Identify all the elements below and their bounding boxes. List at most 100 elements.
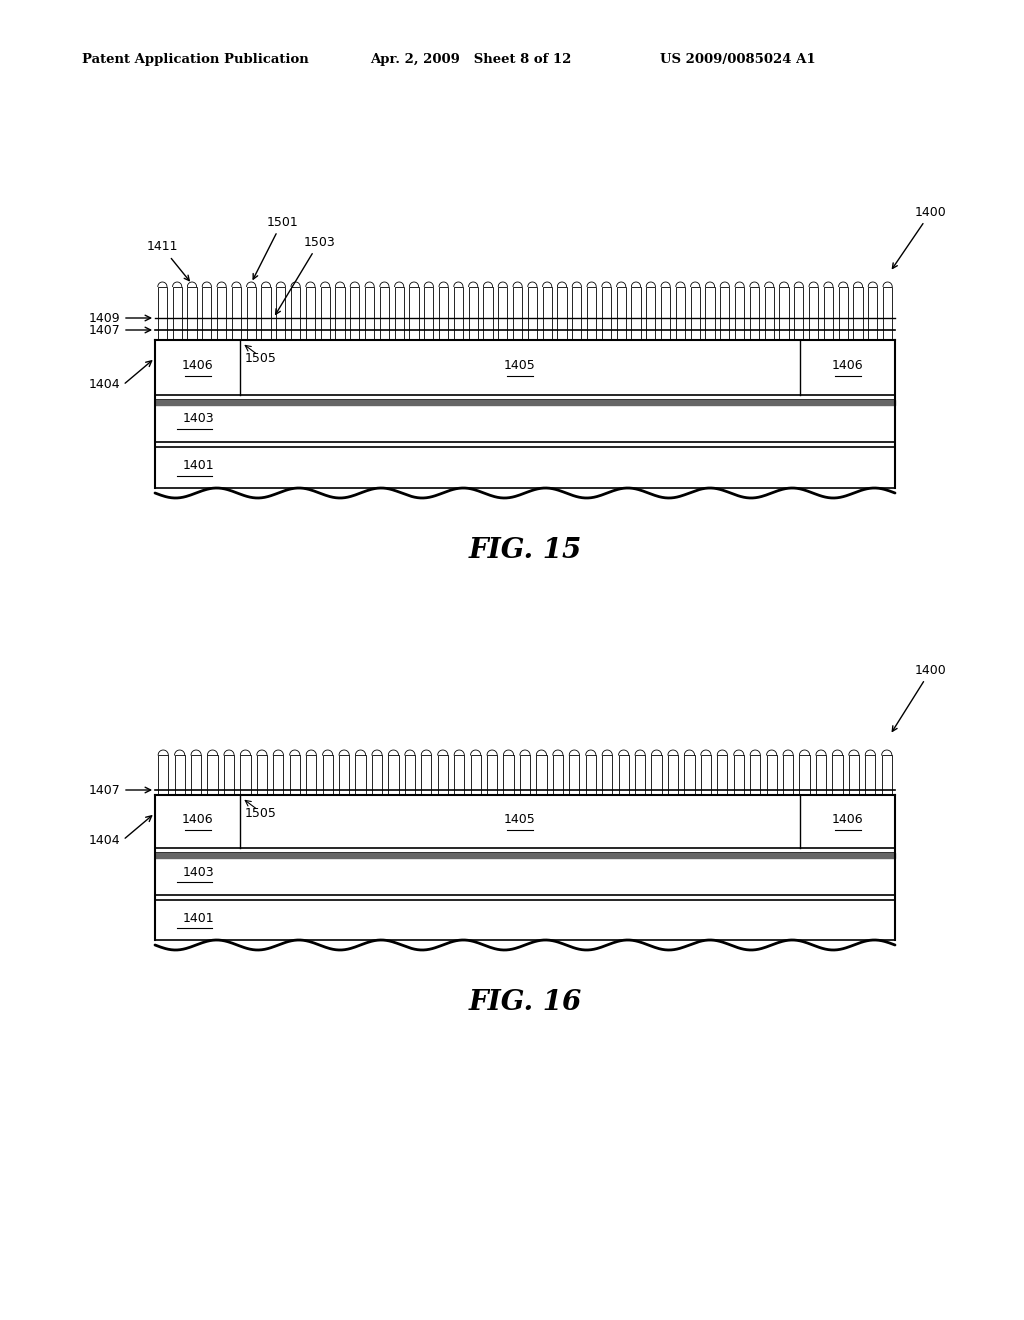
Text: 1401: 1401 [183, 459, 215, 473]
Text: 1405: 1405 [504, 813, 536, 826]
Polygon shape [394, 286, 403, 341]
Polygon shape [323, 755, 333, 795]
Polygon shape [690, 286, 699, 341]
Text: 1401: 1401 [183, 912, 215, 924]
Bar [155, 341, 895, 395]
Polygon shape [602, 755, 612, 795]
Bar [155, 900, 895, 940]
Text: 1406: 1406 [181, 359, 213, 372]
Polygon shape [217, 286, 226, 341]
Polygon shape [454, 286, 463, 341]
Polygon shape [257, 755, 267, 795]
Text: 1404: 1404 [88, 379, 120, 392]
Polygon shape [632, 286, 641, 341]
Polygon shape [469, 286, 478, 341]
Text: Patent Application Publication: Patent Application Publication [82, 54, 309, 66]
Polygon shape [684, 755, 694, 795]
Text: 1406: 1406 [831, 359, 863, 372]
Polygon shape [291, 286, 300, 341]
Polygon shape [833, 755, 843, 795]
Polygon shape [372, 755, 382, 795]
Polygon shape [720, 286, 729, 341]
Polygon shape [668, 755, 678, 795]
Polygon shape [336, 286, 345, 341]
Polygon shape [751, 755, 760, 795]
Text: 1411: 1411 [146, 240, 189, 281]
Polygon shape [202, 286, 211, 341]
Polygon shape [247, 286, 256, 341]
Text: 1405: 1405 [504, 359, 536, 372]
Polygon shape [572, 286, 582, 341]
Text: FIG. 15: FIG. 15 [468, 536, 582, 564]
Polygon shape [339, 755, 349, 795]
Polygon shape [273, 755, 284, 795]
Polygon shape [735, 286, 744, 341]
Polygon shape [504, 755, 514, 795]
Polygon shape [261, 286, 270, 341]
Polygon shape [865, 755, 876, 795]
Polygon shape [527, 286, 537, 341]
Polygon shape [779, 286, 788, 341]
Polygon shape [717, 755, 727, 795]
Polygon shape [816, 755, 826, 795]
Polygon shape [883, 286, 892, 341]
Text: 1407: 1407 [88, 323, 120, 337]
Polygon shape [208, 755, 218, 795]
Polygon shape [602, 286, 611, 341]
Polygon shape [537, 755, 547, 795]
Text: Apr. 2, 2009   Sheet 8 of 12: Apr. 2, 2009 Sheet 8 of 12 [370, 54, 571, 66]
Text: 1400: 1400 [893, 206, 947, 268]
Polygon shape [487, 755, 498, 795]
Polygon shape [706, 286, 715, 341]
Bar [155, 447, 895, 488]
Polygon shape [380, 286, 389, 341]
Polygon shape [224, 755, 234, 795]
Polygon shape [569, 755, 580, 795]
Text: 1503: 1503 [275, 235, 335, 314]
Polygon shape [618, 755, 629, 795]
Polygon shape [800, 755, 810, 795]
Polygon shape [454, 755, 464, 795]
Polygon shape [483, 286, 493, 341]
Polygon shape [241, 755, 251, 795]
Polygon shape [321, 286, 330, 341]
Text: 1505: 1505 [245, 807, 276, 820]
Polygon shape [765, 286, 774, 341]
Text: 1400: 1400 [892, 664, 947, 731]
Polygon shape [388, 755, 398, 795]
Polygon shape [191, 755, 201, 795]
Polygon shape [700, 755, 711, 795]
Polygon shape [795, 286, 804, 341]
Polygon shape [676, 286, 685, 341]
Polygon shape [587, 286, 596, 341]
Text: 1404: 1404 [88, 833, 120, 846]
Polygon shape [306, 286, 315, 341]
Polygon shape [767, 755, 777, 795]
Polygon shape [809, 286, 818, 341]
Polygon shape [783, 755, 794, 795]
Polygon shape [616, 286, 626, 341]
Polygon shape [424, 286, 433, 341]
Polygon shape [173, 286, 182, 341]
Polygon shape [439, 286, 449, 341]
Polygon shape [350, 286, 359, 341]
Polygon shape [553, 755, 563, 795]
Text: 1406: 1406 [831, 813, 863, 826]
Text: 1406: 1406 [181, 813, 213, 826]
Polygon shape [849, 755, 859, 795]
Polygon shape [646, 286, 655, 341]
Text: 1407: 1407 [88, 784, 120, 796]
Polygon shape [158, 286, 167, 341]
Polygon shape [733, 755, 743, 795]
Polygon shape [824, 286, 833, 341]
Text: US 2009/0085024 A1: US 2009/0085024 A1 [660, 54, 816, 66]
Polygon shape [557, 286, 566, 341]
Polygon shape [174, 755, 184, 795]
Polygon shape [276, 286, 286, 341]
Text: 1403: 1403 [183, 412, 215, 425]
Polygon shape [868, 286, 878, 341]
Polygon shape [410, 286, 419, 341]
Polygon shape [651, 755, 662, 795]
Bar [155, 795, 895, 847]
Polygon shape [437, 755, 447, 795]
